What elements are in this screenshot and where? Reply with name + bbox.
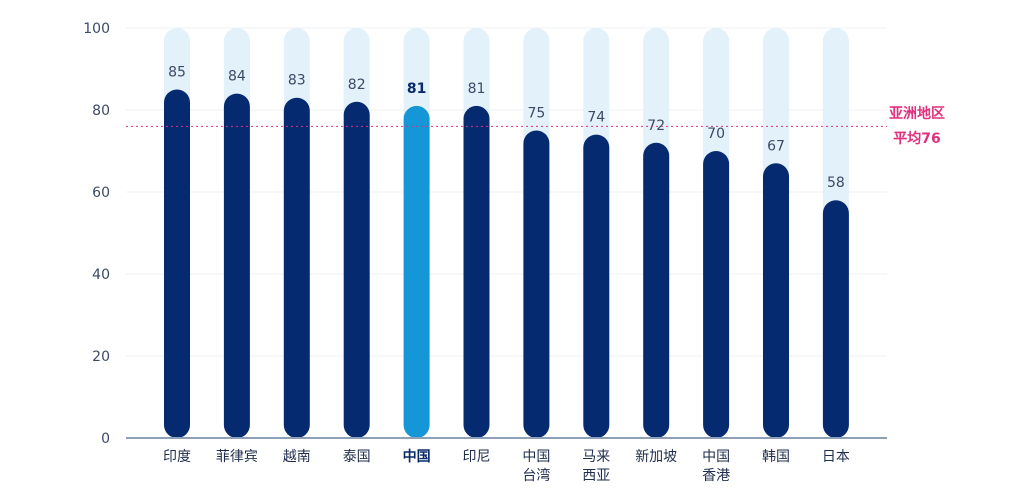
data-labels: 85 84 83 82 81 81 75 74 72 70 67 58 (168, 65, 845, 192)
bar (822, 200, 849, 438)
y-tick-label: 60 (92, 185, 110, 201)
x-tick-label: 新加坡 (635, 449, 677, 465)
x-tick-label: 西亚 (582, 468, 610, 484)
x-tick-label: 台湾 (522, 467, 550, 484)
data-label: 85 (168, 65, 186, 81)
bar (583, 134, 610, 438)
y-tick-label: 0 (101, 431, 110, 447)
x-tick-label: 中国 (522, 449, 550, 465)
data-label: 58 (827, 175, 845, 191)
y-tick-label: 20 (92, 349, 110, 365)
data-label: 70 (707, 126, 725, 142)
bar (703, 151, 730, 438)
bar (463, 105, 490, 439)
data-label: 83 (288, 73, 306, 89)
data-label: 72 (647, 118, 665, 134)
x-tick-label: 韩国 (762, 449, 790, 465)
reference-line-label: 平均76 (893, 130, 940, 147)
x-tick-label: 印尼 (463, 449, 491, 465)
x-tick-label: 菲律宾 (216, 449, 258, 465)
y-tick-label: 40 (92, 267, 110, 283)
y-tick-label: 80 (92, 103, 110, 119)
data-label: 82 (348, 77, 366, 93)
data-label: 74 (587, 110, 605, 126)
data-label: 67 (767, 138, 785, 154)
y-tick-label: 100 (83, 21, 110, 37)
x-tick-label: 中国 (403, 448, 431, 465)
x-tick-label: 泰国 (343, 449, 371, 465)
bar-highlight (403, 105, 430, 439)
bar (643, 142, 670, 439)
bar (223, 93, 250, 438)
bar (283, 97, 310, 438)
y-axis-ticks: 0 20 40 60 80 100 (83, 21, 110, 447)
x-tick-label: 中国 (702, 449, 730, 465)
bar (763, 163, 789, 439)
bar-tracks (164, 28, 849, 438)
bar (523, 130, 550, 438)
bar (343, 101, 370, 439)
data-label: 81 (468, 81, 486, 97)
grid-lines (126, 27, 887, 357)
bars (164, 89, 849, 439)
reference-line-label: 亚洲地区 (889, 105, 945, 122)
data-label: 81 (407, 81, 426, 97)
x-tick-label: 印度 (163, 449, 191, 465)
x-tick-label: 越南 (283, 449, 311, 465)
data-label: 75 (527, 106, 545, 122)
x-tick-label: 香港 (702, 468, 730, 484)
x-tick-label: 马来 (582, 449, 610, 465)
bar (164, 89, 190, 438)
x-tick-label: 日本 (822, 449, 850, 465)
data-label: 84 (228, 69, 246, 85)
